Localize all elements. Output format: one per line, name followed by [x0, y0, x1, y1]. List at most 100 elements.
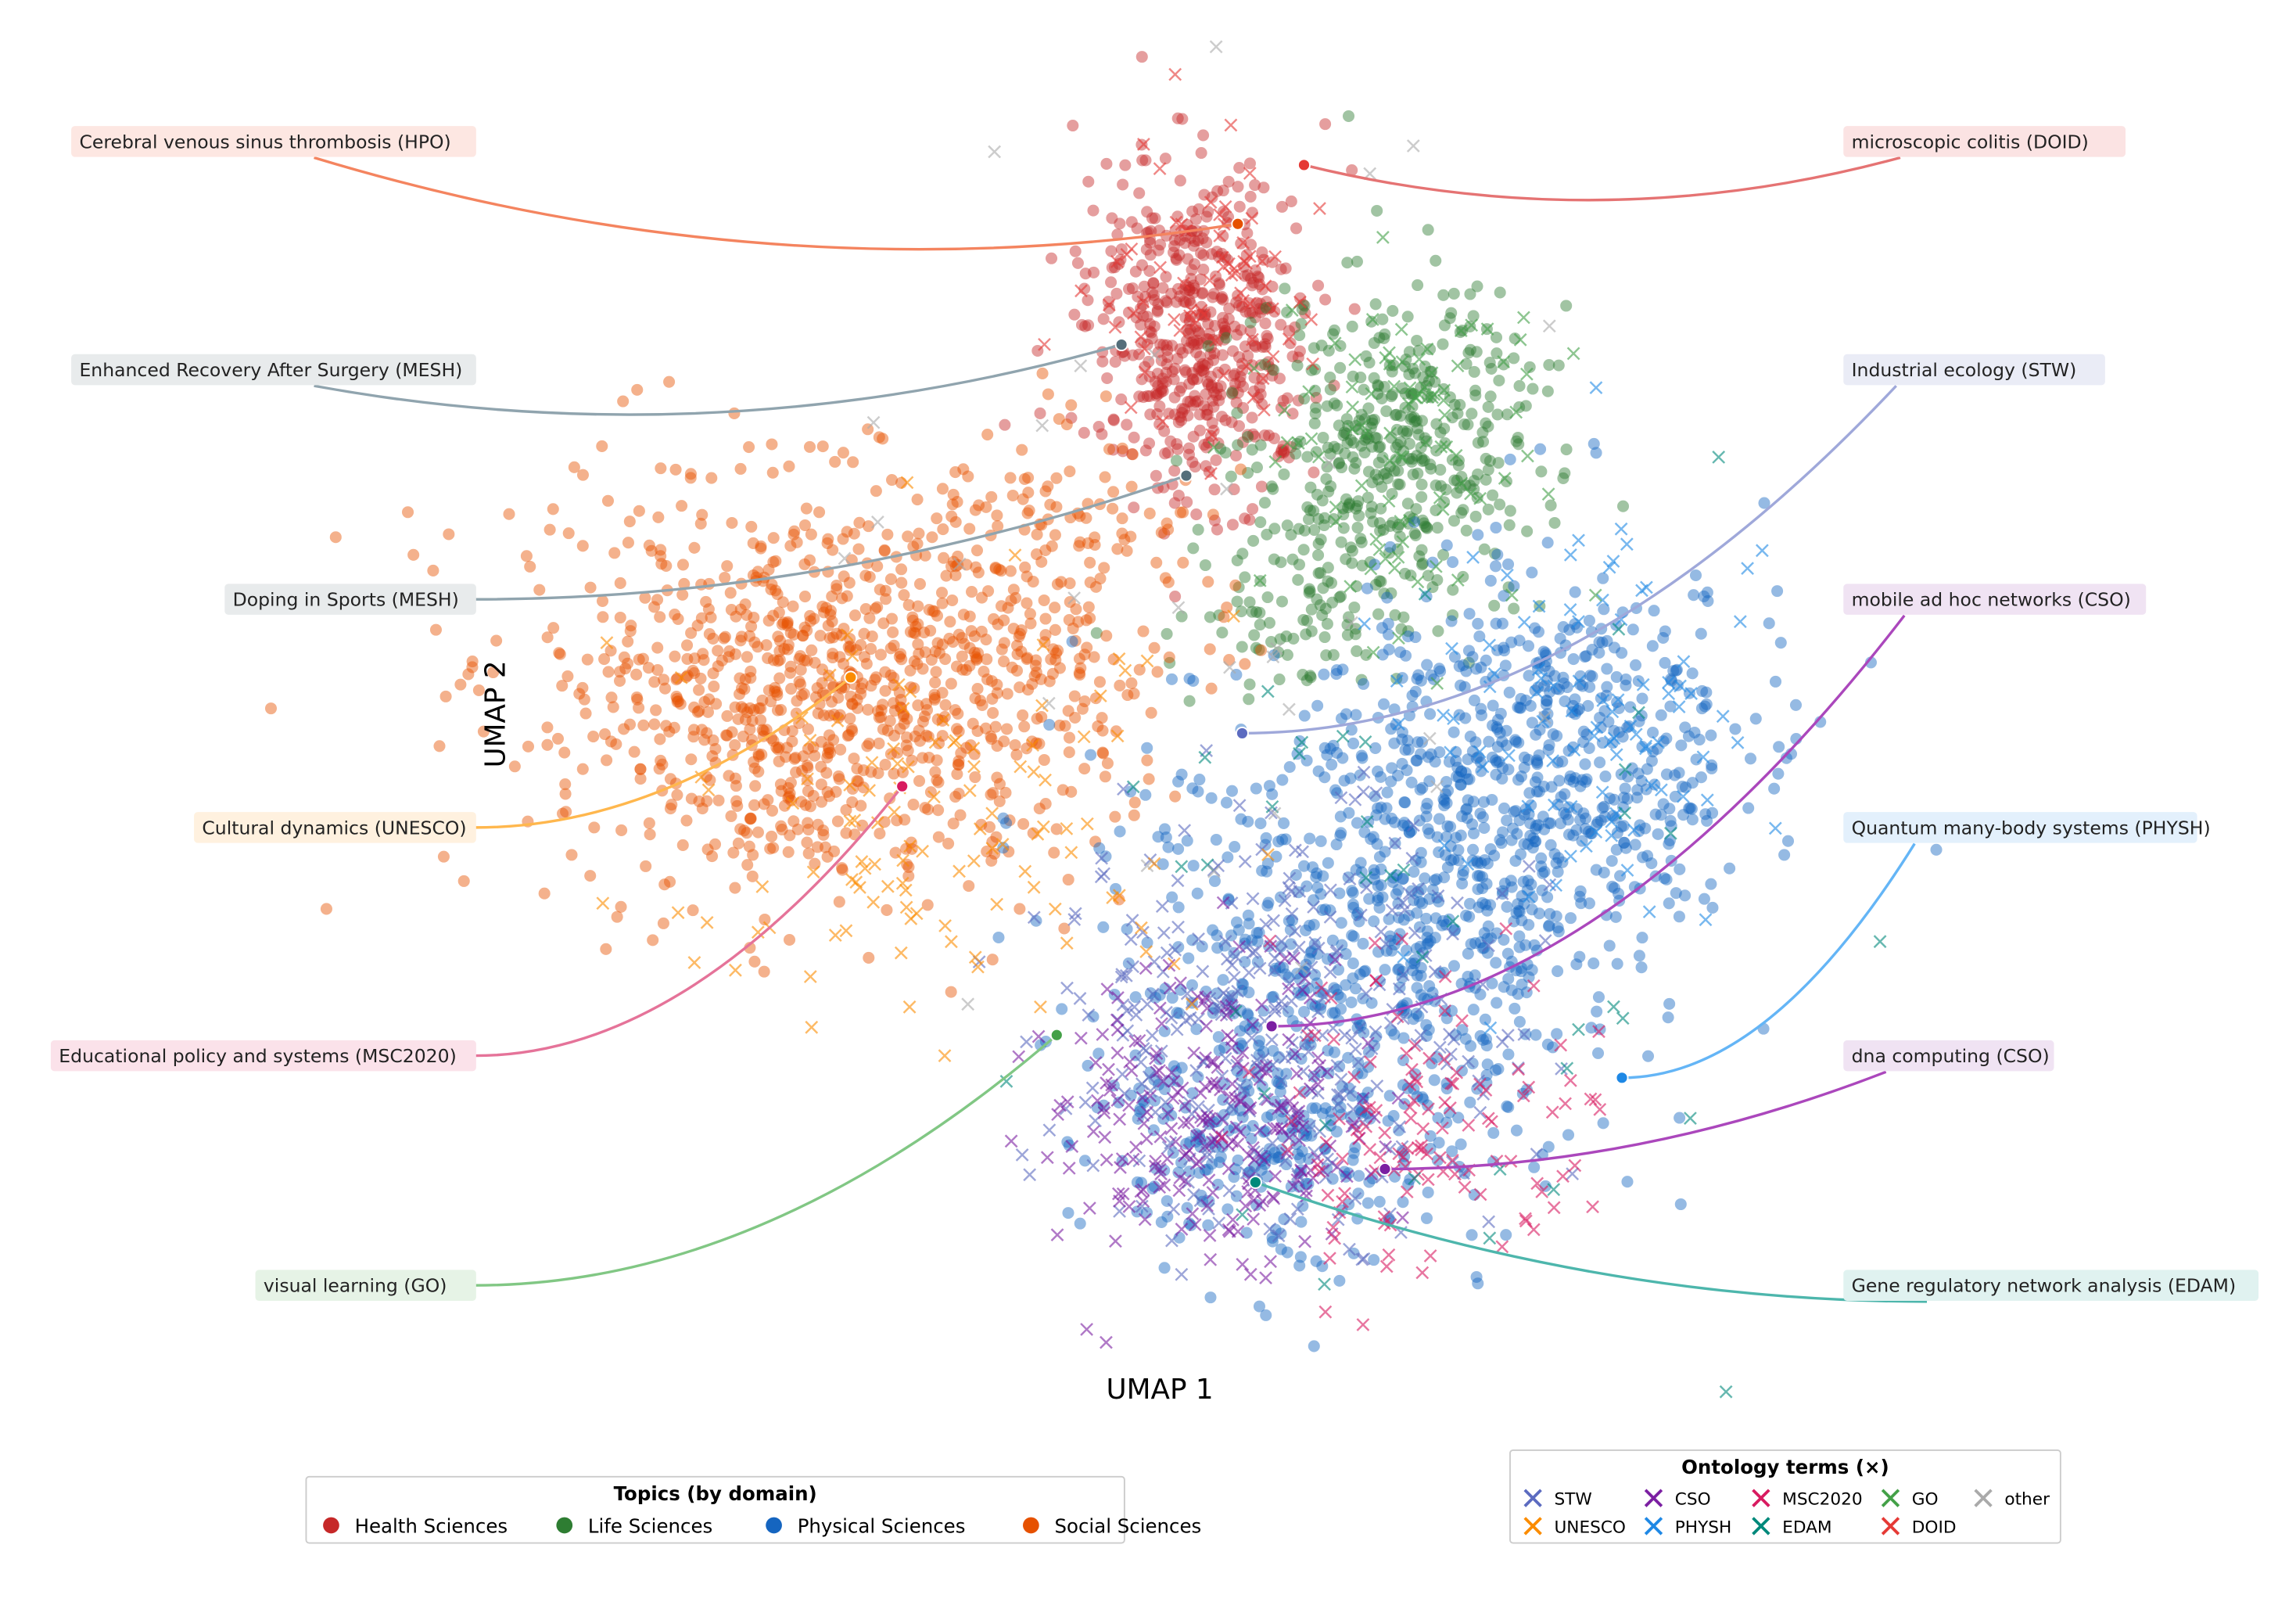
ontology-term-marker	[1373, 1151, 1387, 1165]
topic-point	[1380, 802, 1393, 814]
topic-point	[762, 614, 775, 627]
topic-point	[1141, 754, 1153, 767]
topic-point	[1204, 1291, 1217, 1304]
topic-point	[1688, 589, 1700, 602]
topic-point	[640, 860, 652, 872]
topic-point	[651, 594, 664, 606]
topic-point	[989, 561, 1002, 574]
topic-point	[1175, 414, 1188, 426]
ontology-term-marker	[1225, 1077, 1239, 1091]
ontology-term-marker	[1138, 365, 1152, 379]
topic-point	[782, 846, 795, 858]
topic-point	[1381, 591, 1394, 604]
topic-point	[721, 560, 734, 573]
ontology-term-marker	[1110, 255, 1124, 268]
topic-point	[1150, 387, 1163, 400]
topic-point	[1394, 478, 1406, 490]
topic-point	[1284, 337, 1297, 350]
topic-point	[1768, 782, 1781, 795]
topic-point	[607, 701, 619, 713]
topic-point	[846, 725, 859, 738]
topic-point	[1598, 800, 1610, 813]
topic-point	[744, 813, 756, 825]
topic-point	[1211, 523, 1223, 536]
topic-point	[1515, 770, 1528, 783]
topic-point	[930, 666, 942, 678]
topic-point	[1469, 510, 1482, 523]
topic-point	[1114, 825, 1126, 838]
topic-point	[1347, 370, 1359, 383]
topic-point	[1107, 444, 1120, 456]
topic-point	[1162, 523, 1175, 536]
topic-point	[1110, 287, 1123, 300]
topic-point	[1492, 713, 1505, 726]
topic-point	[1397, 1054, 1409, 1066]
topic-point	[1618, 836, 1631, 849]
annotation-label-box	[255, 1270, 476, 1301]
topic-point	[1309, 1000, 1322, 1012]
ontology-term-marker	[1200, 1150, 1214, 1164]
topic-point	[898, 717, 910, 730]
topic-point	[1575, 897, 1587, 910]
ontology-term-marker	[1136, 925, 1150, 939]
topic-point	[1543, 359, 1555, 372]
topic-point	[772, 743, 784, 756]
topic-point	[1187, 279, 1200, 292]
ontology-term-marker	[1636, 677, 1650, 691]
topic-point	[663, 725, 676, 738]
topic-point	[1529, 776, 1541, 788]
topic-point	[1700, 698, 1713, 710]
topic-point	[874, 584, 886, 596]
ontology-term-marker	[1106, 891, 1120, 904]
ontology-term-marker	[1198, 1140, 1212, 1153]
topic-point	[1334, 339, 1347, 352]
topic-point	[946, 498, 959, 511]
topic-point	[687, 724, 700, 736]
topic-point	[1410, 415, 1423, 427]
ontology-term-marker	[1189, 1064, 1203, 1077]
topic-point	[1490, 754, 1502, 767]
topic-point	[1074, 536, 1086, 548]
topic-point	[1229, 320, 1241, 332]
ontology-term-marker	[1278, 403, 1291, 417]
ontology-term-marker	[1166, 1091, 1180, 1105]
topic-point	[746, 870, 759, 882]
ontology-term-marker	[1719, 1385, 1733, 1399]
topic-point	[741, 651, 753, 663]
topic-point	[1161, 1194, 1173, 1207]
topic-point	[1217, 974, 1229, 986]
topic-point	[1152, 298, 1164, 311]
topic-point	[1126, 448, 1139, 461]
topic-point	[748, 636, 761, 648]
topic-point	[1490, 957, 1502, 969]
topic-point	[1229, 368, 1241, 380]
topic-point	[1181, 496, 1193, 508]
topic-point	[1344, 497, 1356, 509]
ontology-term-marker	[1212, 1216, 1226, 1230]
ontology-term-marker	[1500, 568, 1514, 582]
topic-point	[602, 666, 615, 678]
topic-point	[729, 701, 741, 713]
topic-point	[1170, 296, 1182, 308]
topic-point	[1160, 366, 1172, 379]
ontology-term-marker	[1343, 872, 1357, 886]
topic-point	[1192, 523, 1204, 536]
topic-point	[1253, 1035, 1265, 1047]
topic-point	[1171, 112, 1184, 124]
ontology-term-marker	[1395, 355, 1409, 369]
topic-point	[816, 796, 828, 808]
topic-point	[1022, 487, 1035, 499]
topic-point	[1157, 858, 1169, 871]
topic-point	[1311, 699, 1324, 712]
legend-entry-label: Health Sciences	[355, 1514, 508, 1537]
topic-point	[1564, 912, 1577, 925]
ontology-term-marker	[1229, 1120, 1243, 1134]
topic-point	[826, 590, 838, 602]
topic-point	[1096, 355, 1109, 368]
topic-point	[1328, 379, 1340, 392]
topic-point	[898, 708, 910, 720]
ontology-term-marker	[1370, 1079, 1384, 1093]
topic-point	[1403, 826, 1415, 839]
topic-point	[551, 732, 565, 745]
ontology-term-marker	[1607, 731, 1621, 745]
